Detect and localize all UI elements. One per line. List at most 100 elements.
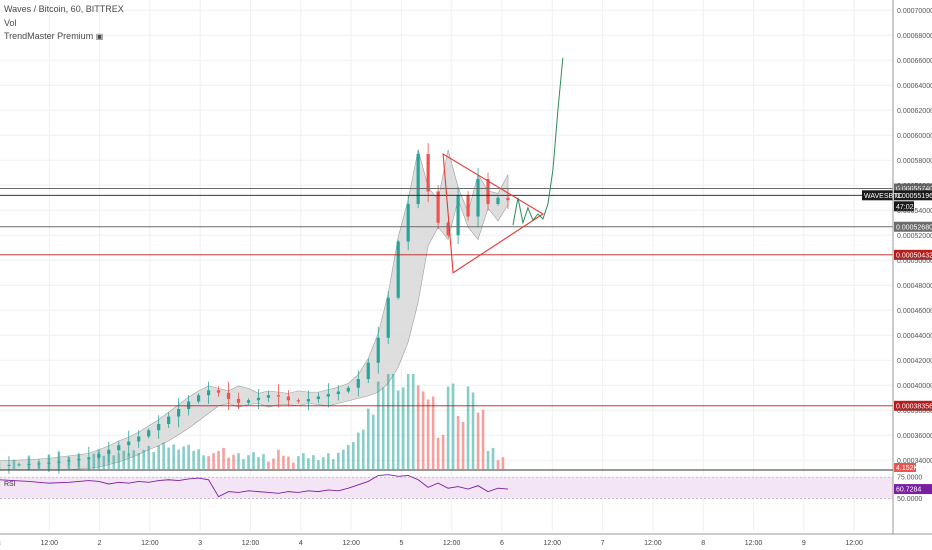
x-tick-label: c xyxy=(0,540,1,547)
volume-bar xyxy=(242,459,245,469)
candle-body xyxy=(37,463,41,465)
trend-cloud xyxy=(0,149,509,470)
candle-body xyxy=(197,395,201,402)
volume-bar xyxy=(371,414,375,469)
candle-body xyxy=(17,464,21,466)
volume-bar xyxy=(137,452,141,469)
rsi-level-label: 75.0000 xyxy=(897,475,922,482)
y-tick-label: 0.00040000 xyxy=(897,383,932,390)
price-label: 0.00050432 xyxy=(896,252,932,259)
volume-bar xyxy=(496,460,500,469)
volume-bar xyxy=(177,449,180,469)
volume-bar xyxy=(267,461,270,469)
volume-bar xyxy=(461,421,465,469)
candle-body xyxy=(117,445,121,451)
candle-body xyxy=(177,409,181,417)
countdown-box xyxy=(894,201,914,212)
x-tick-label: 4 xyxy=(299,540,303,547)
projection-path xyxy=(512,57,564,226)
volume-bar xyxy=(351,442,355,469)
volume-bar xyxy=(416,385,420,469)
candle-body xyxy=(77,459,81,461)
volume-bar xyxy=(192,450,195,469)
volume-bar xyxy=(197,449,200,469)
candle-body xyxy=(466,195,470,217)
candle-body xyxy=(67,460,71,462)
candle-body xyxy=(416,154,420,204)
volume-bar xyxy=(302,453,305,469)
price-label-box xyxy=(894,183,932,194)
symbol-tag-box xyxy=(862,190,893,201)
volume-bar xyxy=(162,442,165,469)
volume-bar xyxy=(421,391,425,469)
volume-bar xyxy=(202,455,205,469)
volume-bar xyxy=(187,444,190,469)
price-label: 0.00055740 xyxy=(896,186,932,193)
candle-body xyxy=(296,400,300,402)
y-tick-label: 0.00052000 xyxy=(897,233,932,240)
volume-bar xyxy=(466,386,470,469)
candle-body xyxy=(496,197,500,204)
price-label-box xyxy=(894,400,932,411)
rsi-line xyxy=(0,474,509,498)
candle-body xyxy=(107,450,111,454)
volume-bar xyxy=(167,447,170,469)
volume-bar xyxy=(471,392,475,469)
candle-body xyxy=(27,464,31,465)
volume-bar xyxy=(317,460,320,469)
volume-bar xyxy=(366,408,370,469)
volume-bar xyxy=(381,387,385,469)
volume-bar xyxy=(491,447,495,469)
price-label-box xyxy=(894,221,932,232)
candle-body xyxy=(47,462,51,464)
lock-icon: ▣ xyxy=(95,32,104,41)
candle-body xyxy=(366,362,370,379)
volume-bar xyxy=(257,457,260,469)
y-tick-label: 0.00068000 xyxy=(897,33,932,40)
x-tick-label: 7 xyxy=(601,540,605,547)
volume-bar xyxy=(222,447,225,469)
candle-body xyxy=(7,464,11,466)
x-tick-label: 12:00 xyxy=(544,540,562,547)
volume-label: 4.152K xyxy=(896,465,919,472)
volume-bar xyxy=(247,455,250,469)
candle-body xyxy=(97,454,101,458)
candle-body xyxy=(226,392,231,399)
x-tick-label: 3 xyxy=(198,540,202,547)
volume-bar xyxy=(152,451,155,469)
volume-bar xyxy=(92,453,96,469)
volume-bar xyxy=(386,374,390,469)
grid xyxy=(0,0,893,531)
candle-body xyxy=(276,395,281,397)
volume-bar xyxy=(426,399,430,469)
x-tick-label: 9 xyxy=(802,540,806,547)
volume-bar xyxy=(127,453,131,469)
candle-body xyxy=(336,391,340,394)
volume-bar xyxy=(396,390,400,469)
y-tick-label: 0.00054000 xyxy=(897,208,932,215)
candle-body xyxy=(127,441,131,446)
candle-body xyxy=(486,179,490,204)
volume-bar xyxy=(117,453,121,469)
candle-body xyxy=(286,396,291,401)
candle-body xyxy=(446,222,450,236)
volume-bar xyxy=(486,450,490,469)
price-label: 0.00038356 xyxy=(896,403,932,410)
candle-body xyxy=(346,387,350,392)
volume-bar xyxy=(327,453,330,469)
candle-body xyxy=(236,399,241,403)
candle-body xyxy=(326,394,330,397)
volume-bar xyxy=(476,412,480,469)
candle-body xyxy=(206,390,211,396)
volume-bar xyxy=(431,396,435,469)
volume-bar xyxy=(262,454,265,469)
x-tick-label: 12:00 xyxy=(141,540,159,547)
volume-bar xyxy=(342,449,345,469)
x-tick-label: 2 xyxy=(98,540,102,547)
x-tick-label: 8 xyxy=(701,540,705,547)
volume-bar xyxy=(347,445,350,469)
volume-bar xyxy=(232,454,235,469)
symmetrical-triangle xyxy=(442,152,544,274)
